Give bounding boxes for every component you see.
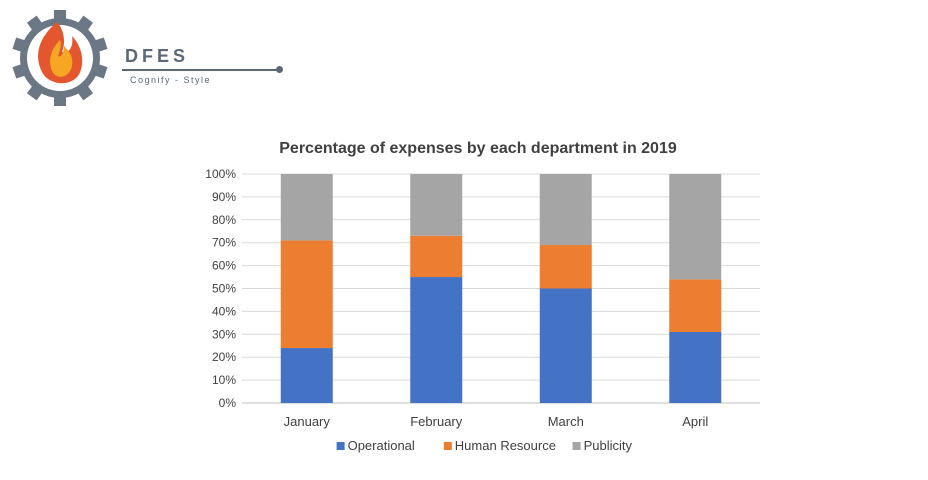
legend-label: Human Resource (455, 438, 556, 453)
chart-title: Percentage of expenses by each departmen… (279, 140, 677, 157)
y-tick-label: 10% (212, 373, 236, 387)
bar-segment (410, 277, 463, 403)
legend-swatch (572, 442, 581, 450)
bar-segment (669, 279, 722, 333)
x-tick-label: April (682, 414, 708, 429)
legend-swatch (443, 442, 452, 450)
bar-segment (410, 235, 463, 278)
bar-segment (669, 174, 722, 280)
y-tick-label: 80% (212, 213, 236, 227)
legend-swatch (336, 442, 345, 450)
y-tick-label: 0% (219, 396, 237, 410)
brand-divider-dot (276, 66, 283, 73)
stacked-bar-chart: Percentage of expenses by each departmen… (205, 140, 760, 453)
legend-label: Publicity (584, 438, 633, 453)
bar-segment (410, 174, 463, 236)
bar-segment (539, 174, 592, 245)
legend-label: Operational (348, 438, 415, 453)
x-tick-label: March (548, 414, 584, 429)
bar-segment (539, 244, 592, 289)
gear-flame-icon (12, 10, 108, 106)
y-tick-label: 60% (212, 259, 236, 273)
brand-name: DFES (125, 46, 190, 66)
y-tick-label: 30% (212, 327, 236, 341)
brand-tagline: Cognify - Style (130, 75, 212, 85)
y-tick-label: 70% (212, 236, 236, 250)
bar-segment (280, 174, 333, 241)
y-tick-label: 90% (212, 190, 236, 204)
x-tick-label: February (410, 414, 463, 429)
bar-segment (539, 288, 592, 403)
x-tick-label: January (284, 414, 331, 429)
y-tick-label: 100% (205, 167, 236, 181)
brand-divider (122, 69, 280, 71)
y-tick-label: 40% (212, 304, 236, 318)
bar-segment (280, 348, 333, 403)
bar-segment (669, 332, 722, 403)
bar-segment (280, 240, 333, 349)
brand-logo: DFES Cognify - Style (10, 8, 283, 108)
y-tick-label: 20% (212, 350, 236, 364)
y-tick-label: 50% (212, 282, 236, 296)
